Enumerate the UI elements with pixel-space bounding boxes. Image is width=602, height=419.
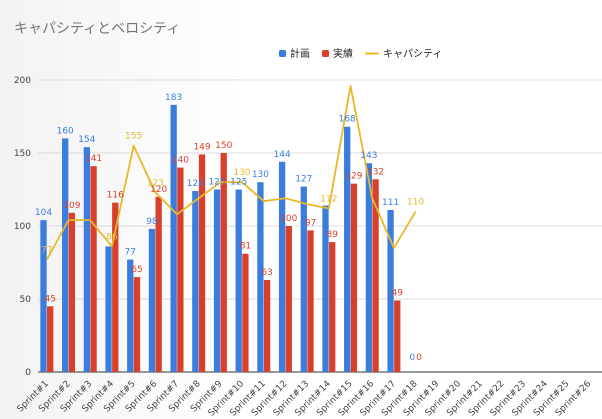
data-label-capacity: 77 <box>41 246 52 256</box>
data-label-actual: 65 <box>131 265 142 275</box>
capacity-line <box>46 84 417 261</box>
data-label-plan: 125 <box>230 178 247 188</box>
bars <box>40 104 401 372</box>
bar-actual <box>263 280 271 372</box>
bar-actual <box>90 166 97 372</box>
data-label-plan: 111 <box>382 198 399 208</box>
data-label-plan: 104 <box>35 208 52 218</box>
data-label-plan: 168 <box>339 115 356 125</box>
data-label-actual: 0 <box>416 353 422 363</box>
data-label-actual: 100 <box>280 214 297 224</box>
y-tick-label: 150 <box>14 149 31 159</box>
bar-actual <box>112 202 119 372</box>
data-label-actual: 132 <box>367 167 384 177</box>
bar-actual <box>394 300 401 372</box>
bar-actual <box>285 226 292 372</box>
legend: 計画 実績 キャパシティ <box>279 47 442 60</box>
bar-actual <box>329 242 336 372</box>
bar-actual <box>177 167 184 372</box>
data-label-plan: 124 <box>187 179 204 189</box>
data-label-plan: 160 <box>57 126 74 136</box>
bar-plan <box>365 163 373 372</box>
data-label-capacity: 110 <box>407 197 424 207</box>
bar-plan <box>192 190 199 372</box>
data-label-plan: 0 <box>409 353 415 363</box>
bar-plan <box>235 189 242 372</box>
data-label-plan: 144 <box>274 150 291 160</box>
legend-label: 実績 <box>333 47 353 60</box>
data-label-plan: 154 <box>78 135 95 145</box>
bar-plan <box>62 138 69 372</box>
y-tick-label: 50 <box>20 295 32 305</box>
bar-actual <box>372 179 379 372</box>
data-label-capacity: 86 <box>106 232 118 242</box>
data-label-actual: 97 <box>305 218 316 228</box>
data-label-actual: 45 <box>44 294 55 304</box>
data-label-actual: 109 <box>63 201 80 211</box>
y-tick-label: 100 <box>14 222 31 232</box>
data-label-actual: 150 <box>215 141 232 151</box>
bar-plan <box>213 189 221 372</box>
y-tick-label: 0 <box>25 368 31 378</box>
bar-plan <box>278 161 286 372</box>
bar-actual <box>220 153 227 372</box>
data-label-plan: 127 <box>295 175 312 185</box>
bar-actual <box>198 154 206 372</box>
bar-actual <box>47 306 54 372</box>
data-label-actual: 49 <box>392 288 404 298</box>
data-label-plan: 125 <box>208 178 225 188</box>
data-label-actual: 129 <box>345 172 362 182</box>
bar-plan <box>83 147 91 372</box>
x-axis-ticks: Sprint#1Sprint#2Sprint#3Sprint#4Sprint#5… <box>16 379 594 419</box>
capacity-line-path <box>46 84 417 261</box>
data-label-actual: 141 <box>85 154 102 164</box>
bar-plan <box>127 259 134 372</box>
y-tick-label: 200 <box>14 76 31 86</box>
bar-actual <box>133 277 141 372</box>
data-labels: 104 45 160 109 154 141 116 77 65 98 120 183 140 124 14… <box>35 93 425 363</box>
bar-actual <box>155 196 162 372</box>
bar-plan <box>105 246 112 372</box>
data-label-capacity: 130 <box>233 168 250 178</box>
data-label-capacity: 112 <box>320 194 337 204</box>
bar-plan <box>322 205 329 372</box>
bar-actual <box>307 230 314 372</box>
data-label-actual: 116 <box>107 191 124 201</box>
bar-plan <box>40 220 47 372</box>
legend-swatch <box>322 50 329 57</box>
legend-label: 計画 <box>290 47 310 60</box>
bar-plan <box>387 209 394 372</box>
chart-title: キャパシティとベロシティ <box>14 21 180 37</box>
y-axis-ticks: 0 50 100 150 200 <box>14 76 31 378</box>
data-label-actual: 140 <box>172 156 189 166</box>
bar-plan <box>300 186 307 372</box>
bar-plan <box>148 228 156 372</box>
data-label-actual: 89 <box>326 230 338 240</box>
legend-label: キャパシティ <box>383 48 442 60</box>
data-label-plan: 130 <box>252 170 269 180</box>
data-label-plan: 143 <box>360 151 377 161</box>
data-label-actual: 120 <box>150 185 167 195</box>
data-label-actual: 149 <box>193 142 210 152</box>
bar-actual <box>242 253 249 372</box>
data-label-capacity: 123 <box>147 178 164 188</box>
data-label-capacity: 155 <box>125 132 142 142</box>
bar-actual <box>350 183 358 372</box>
legend-swatch <box>279 50 286 57</box>
data-label-plan: 77 <box>125 248 136 258</box>
data-label-plan: 98 <box>146 217 158 227</box>
bar-plan <box>257 182 264 372</box>
bar-plan <box>170 104 177 372</box>
bar-actual <box>68 212 76 372</box>
data-label-actual: 81 <box>240 242 251 252</box>
data-label-plan: 183 <box>165 93 182 103</box>
data-label-actual: 63 <box>261 268 272 278</box>
gridlines <box>38 79 602 373</box>
bar-plan <box>344 126 351 372</box>
